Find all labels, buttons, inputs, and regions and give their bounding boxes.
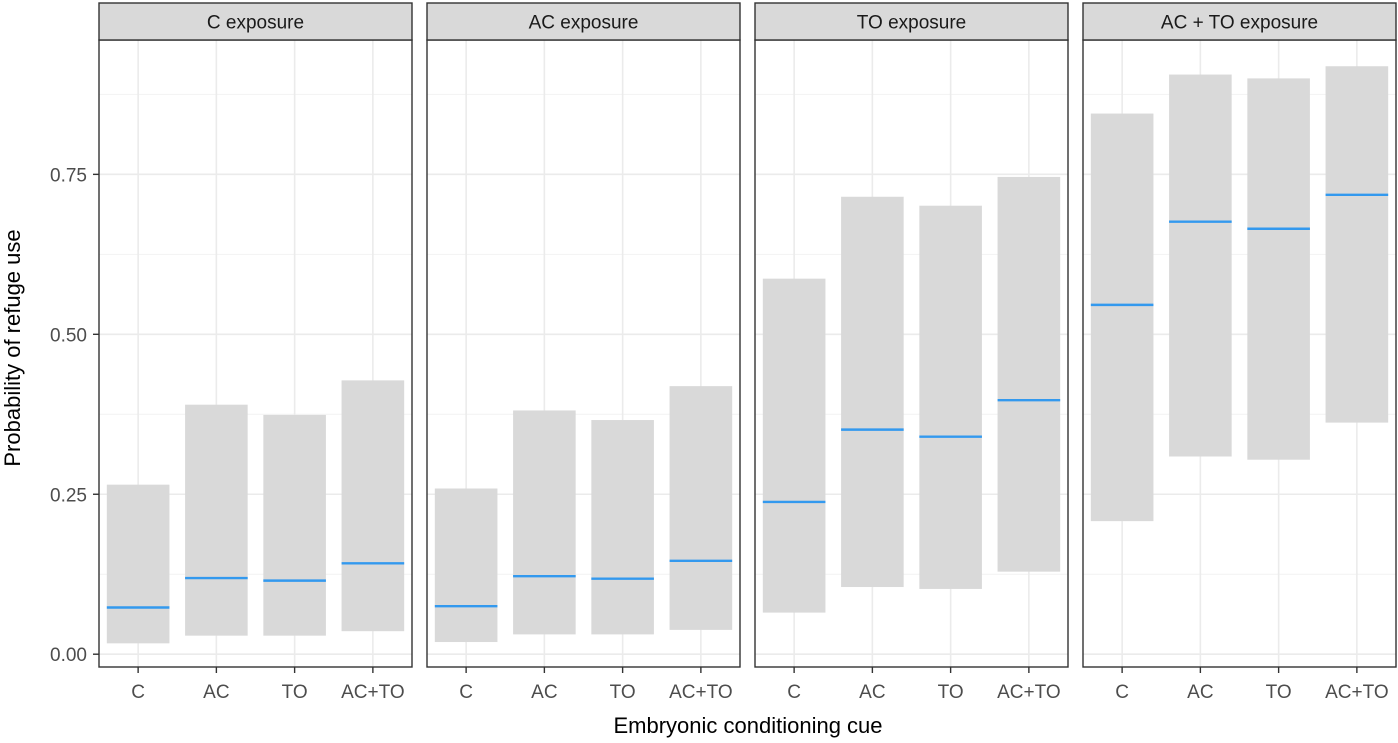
confidence-interval-box <box>591 420 654 635</box>
y-tick-label: 0.00 <box>50 645 87 666</box>
y-tick-label: 0.50 <box>50 325 87 346</box>
x-axis-title: Embryonic conditioning cue <box>613 713 882 738</box>
facet-strip <box>754 2 1069 41</box>
facet-panel: C exposure C AC TO AC+TO <box>98 2 413 703</box>
facet-strip <box>98 2 413 41</box>
facet-panel: AC exposure C AC TO AC+TO <box>426 2 741 703</box>
facet-strip <box>1082 2 1397 41</box>
facet-panel: AC + TO exposure C AC TO AC+TO <box>1082 2 1397 703</box>
facet-panel: TO exposure C AC TO AC+TO <box>754 2 1069 703</box>
confidence-interval-box <box>341 380 405 632</box>
x-tick-label: C <box>1115 682 1129 703</box>
x-tick-label: AC+TO <box>1325 682 1389 703</box>
x-tick-label: AC <box>203 682 229 703</box>
facet-panels: C exposure C AC TO AC+TO AC exposure C AC TO AC+T… <box>98 2 1397 703</box>
confidence-interval-box <box>1169 74 1232 457</box>
x-tick-label: AC+TO <box>669 682 733 703</box>
facet-strip-label: TO exposure <box>857 13 966 34</box>
confidence-interval-box <box>1090 113 1154 522</box>
confidence-interval-box <box>263 414 326 636</box>
confidence-interval-box <box>997 176 1061 572</box>
confidence-interval-box <box>1325 66 1389 423</box>
x-tick-label: AC <box>1187 682 1213 703</box>
x-tick-label: C <box>131 682 145 703</box>
facet-strip-label: C exposure <box>207 13 304 34</box>
x-tick-label: AC <box>859 682 885 703</box>
x-tick-label: AC <box>531 682 557 703</box>
confidence-interval-box <box>1247 78 1310 460</box>
x-tick-label: AC+TO <box>997 682 1061 703</box>
confidence-interval-box <box>919 205 982 589</box>
facet-strip-label: AC + TO exposure <box>1161 13 1318 34</box>
confidence-interval-box <box>841 196 904 588</box>
facet-strip-label: AC exposure <box>529 13 639 34</box>
x-tick-label: AC+TO <box>341 682 405 703</box>
x-tick-label: TO <box>938 682 964 703</box>
confidence-interval-box <box>669 386 733 630</box>
y-axis-title: Probability of refuge use <box>0 229 25 466</box>
x-tick-label: C <box>459 682 473 703</box>
confidence-interval-box <box>762 278 826 613</box>
y-axis: 0.00 0.25 0.50 0.75 <box>50 165 99 666</box>
confidence-interval-box <box>185 404 248 636</box>
confidence-interval-box <box>513 410 576 635</box>
y-tick-label: 0.75 <box>50 165 87 186</box>
confidence-interval-box <box>434 488 498 643</box>
facet-strip <box>426 2 741 41</box>
confidence-interval-box <box>106 484 170 644</box>
x-tick-label: TO <box>610 682 636 703</box>
x-tick-label: TO <box>282 682 308 703</box>
x-tick-label: C <box>787 682 801 703</box>
y-tick-label: 0.25 <box>50 485 87 506</box>
x-tick-label: TO <box>1266 682 1292 703</box>
